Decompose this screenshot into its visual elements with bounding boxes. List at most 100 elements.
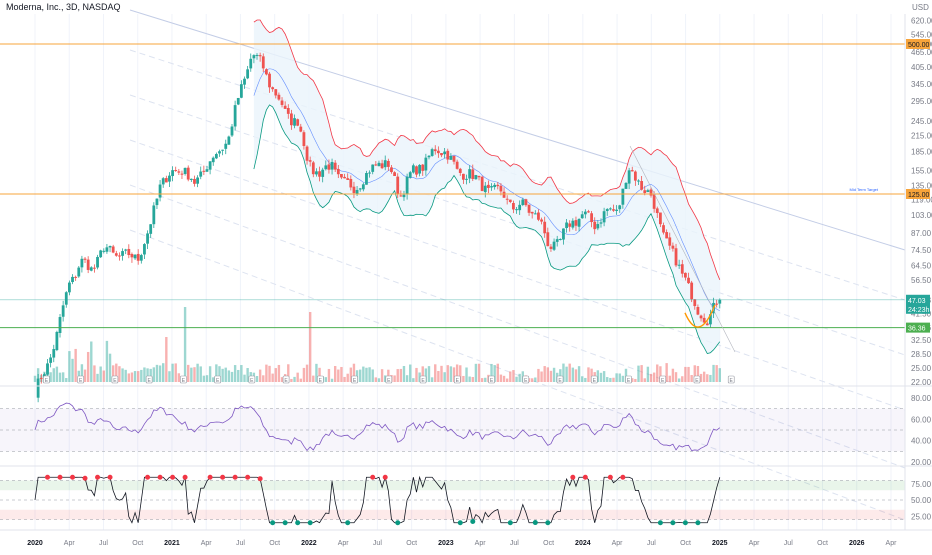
volume-bar: [515, 376, 518, 382]
volume-bar: [665, 363, 668, 382]
candle-body: [546, 232, 550, 247]
candle-body: [649, 189, 653, 196]
candle-body: [452, 155, 456, 162]
volume-bar: [437, 370, 440, 382]
volume-bar: [162, 363, 165, 382]
candle-body: [271, 87, 275, 90]
candle-body: [436, 150, 440, 154]
volume-bar: [459, 365, 462, 382]
stoch-overbought-dot: [70, 474, 76, 480]
price-tick-label: 103.00: [911, 211, 932, 220]
candle-body: [421, 164, 425, 171]
horizontal-levels: Mid Term Target: [0, 43, 905, 353]
volume-bar: [518, 373, 521, 382]
volume-bar: [265, 364, 268, 382]
candle-body: [440, 153, 443, 156]
time-tick-label: Apr: [475, 540, 487, 547]
candle-body: [299, 126, 303, 132]
volume-bar: [587, 367, 590, 382]
candle-body: [386, 160, 390, 167]
volume-bar: [549, 370, 553, 382]
candle-body: [93, 267, 96, 269]
volume-bar: [333, 366, 337, 382]
stoch-overbought-dot: [145, 474, 151, 480]
candle-body: [699, 315, 703, 319]
volume-bar: [581, 376, 584, 382]
earnings-marker: [111, 375, 119, 384]
volume-bar: [427, 366, 431, 382]
candle-body: [199, 171, 203, 177]
volume-bar: [83, 369, 87, 382]
volume-bar: [477, 363, 481, 382]
candle-body: [396, 176, 400, 195]
candle-body: [446, 150, 450, 160]
price-tick-label: 295.00: [911, 97, 932, 106]
candle-body: [383, 160, 387, 168]
volume-bar: [565, 366, 568, 382]
earnings-marker-letter: E: [456, 378, 460, 384]
candle-body: [252, 55, 256, 59]
candle-body: [630, 170, 634, 172]
volume-bar: [681, 376, 684, 382]
channel-line: [129, 139, 906, 411]
price-label-box: [906, 39, 930, 49]
candle-body: [715, 303, 719, 305]
candle-body: [61, 305, 65, 317]
volume-bar: [596, 370, 600, 382]
earnings-marker: [180, 375, 187, 384]
stoch-oversold-dot: [395, 520, 401, 526]
candle-body: [111, 246, 115, 253]
candle-body: [599, 222, 603, 224]
candle-body: [308, 160, 312, 162]
candle-body: [565, 222, 568, 229]
candle-body: [568, 223, 572, 227]
stoch-oversold-dot: [295, 520, 301, 526]
stoch-oversold-dot: [282, 520, 288, 526]
volume-bar: [330, 378, 334, 382]
volume-bar: [133, 371, 137, 382]
candle-body: [89, 267, 93, 271]
volume-bar: [599, 372, 603, 382]
time-tick-label: Apr: [201, 540, 213, 547]
candle-body: [524, 199, 528, 206]
earnings-marker: [453, 375, 461, 384]
volume-bar: [55, 366, 59, 382]
earnings-marker: [145, 375, 153, 384]
volume-bar: [99, 366, 102, 382]
volume-bar: [624, 368, 628, 382]
candle-body: [605, 209, 609, 212]
volume-bar: [111, 365, 115, 382]
earnings-marker-letter: E: [730, 378, 734, 384]
volume-bar: [537, 368, 540, 382]
earnings-marker-letter: E: [284, 378, 288, 384]
earnings-marker: [727, 375, 735, 384]
candle-body: [99, 250, 103, 258]
volume-bar: [690, 375, 693, 382]
stoch-oversold-dot: [670, 520, 676, 526]
volume-bar: [480, 378, 484, 382]
earnings-marker-letter: E: [627, 378, 631, 384]
candle-body: [361, 184, 365, 190]
candle-body: [114, 253, 118, 256]
volume-bar: [540, 371, 543, 382]
volume-bar: [618, 373, 621, 382]
candle-body: [512, 202, 515, 210]
volume-bar: [208, 366, 212, 382]
candle-body: [71, 276, 74, 283]
volume-bar: [706, 374, 709, 382]
candle-body: [552, 241, 556, 250]
volume-bar: [640, 365, 643, 382]
candle-body: [415, 166, 418, 175]
candle-body: [521, 199, 525, 205]
candle-body: [508, 199, 512, 202]
volume-bar: [324, 377, 328, 382]
candle-body: [490, 186, 493, 188]
volume-bar: [405, 375, 409, 382]
stoch-overbought-dot: [82, 475, 88, 481]
volume-bar: [212, 377, 215, 382]
stoch-overbought-dot: [107, 474, 113, 480]
volume-bar: [177, 373, 181, 382]
volume-bar: [649, 373, 653, 382]
